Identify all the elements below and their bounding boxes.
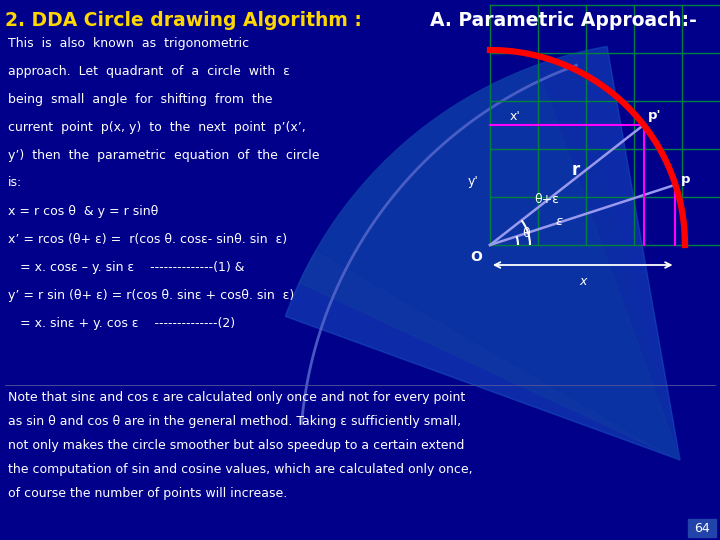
Wedge shape <box>316 55 680 460</box>
Text: current  point  p(x, y)  to  the  next  point  p’(x’,: current point p(x, y) to the next point … <box>8 120 306 133</box>
Text: 2. DDA Circle drawing Algorithm :: 2. DDA Circle drawing Algorithm : <box>5 10 369 30</box>
Text: 64: 64 <box>694 522 710 535</box>
Text: is:: is: <box>8 177 22 190</box>
Text: ε: ε <box>555 215 562 228</box>
Text: θ+ε: θ+ε <box>534 193 559 206</box>
Text: This  is  also  known  as  trigonometric: This is also known as trigonometric <box>8 37 249 50</box>
Text: Note that sinε and cos ε are calculated only once and not for every point: Note that sinε and cos ε are calculated … <box>8 390 465 403</box>
Wedge shape <box>285 46 680 460</box>
Text: y': y' <box>468 175 479 188</box>
Text: x’ = rcos (θ+ ε) =  r(cos θ. cosε- sinθ. sin  ε): x’ = rcos (θ+ ε) = r(cos θ. cosε- sinθ. … <box>8 233 287 246</box>
Text: A. Parametric Approach:-: A. Parametric Approach:- <box>430 10 697 30</box>
Text: p: p <box>680 173 690 186</box>
Text: of course the number of points will increase.: of course the number of points will incr… <box>8 487 287 500</box>
Text: the computation of sin and cosine values, which are calculated only once,: the computation of sin and cosine values… <box>8 462 472 476</box>
Text: x: x <box>579 275 586 288</box>
Bar <box>688 519 716 537</box>
Text: θ: θ <box>522 227 530 240</box>
Text: = x. sinε + y. cos ε    --------------(2): = x. sinε + y. cos ε --------------(2) <box>8 316 235 329</box>
Text: y’ = r sin (θ+ ε) = r(cos θ. sinε + cosθ. sin  ε): y’ = r sin (θ+ ε) = r(cos θ. sinε + cosθ… <box>8 288 294 301</box>
Text: not only makes the circle smoother but also speedup to a certain extend: not only makes the circle smoother but a… <box>8 438 464 451</box>
Wedge shape <box>300 65 680 460</box>
Text: approach.  Let  quadrant  of  a  circle  with  ε: approach. Let quadrant of a circle with … <box>8 64 290 78</box>
Text: r: r <box>572 161 580 179</box>
Text: as sin θ and cos θ are in the general method. Taking ε sufficiently small,: as sin θ and cos θ are in the general me… <box>8 415 461 428</box>
Text: being  small  angle  for  shifting  from  the: being small angle for shifting from the <box>8 92 272 105</box>
Text: x': x' <box>510 110 521 123</box>
Text: p': p' <box>648 109 661 122</box>
Text: O: O <box>470 250 482 264</box>
Text: y’)  then  the  parametric  equation  of  the  circle: y’) then the parametric equation of the … <box>8 148 320 161</box>
Text: x = r cos θ  & y = r sinθ: x = r cos θ & y = r sinθ <box>8 205 158 218</box>
Text: = x. cosε – y. sin ε    --------------(1) &: = x. cosε – y. sin ε --------------(1) & <box>8 260 245 273</box>
